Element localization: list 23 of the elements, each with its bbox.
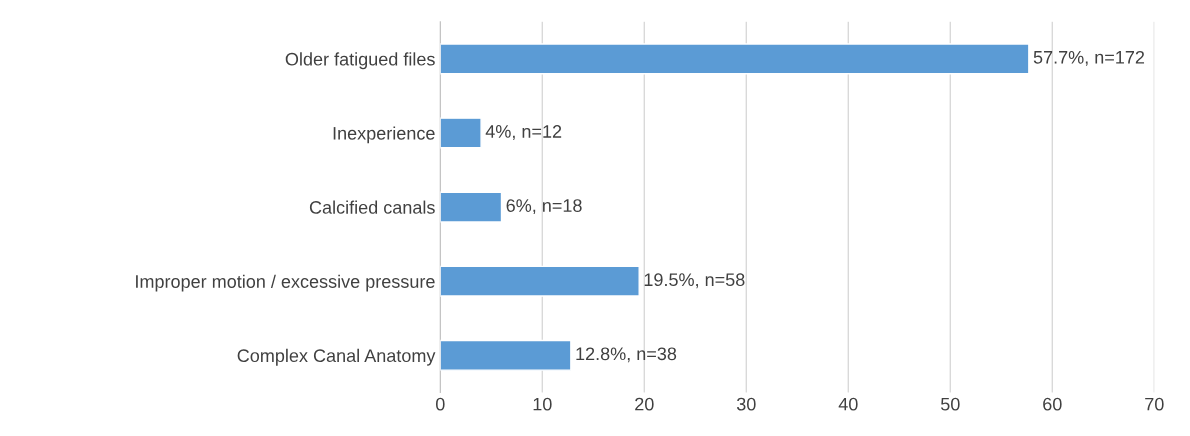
x-tick-label: 40 <box>838 397 858 411</box>
data-label: 4%, n=12 <box>485 125 562 140</box>
data-label: 57.7%, n=172 <box>1033 50 1145 66</box>
bar <box>440 117 482 149</box>
bar <box>440 265 640 297</box>
data-label: 6%, n=18 <box>506 199 582 215</box>
x-tick-label: 30 <box>736 397 756 411</box>
y-tick-label: Improper motion / excessive pressure <box>136 274 435 292</box>
x-tick-label: 20 <box>635 397 654 411</box>
y-tick-label: Calcified canals <box>309 200 435 214</box>
x-tick-label: 10 <box>533 397 552 411</box>
y-tick-label: Older fatigued files <box>285 52 435 70</box>
y-tick-label: Complex Canal Anatomy <box>237 348 436 366</box>
x-tick-label: 60 <box>1043 397 1062 411</box>
bar <box>440 339 572 371</box>
y-tick-label: Inexperience <box>333 126 435 144</box>
bar <box>440 191 503 223</box>
x-tick-label: 70 <box>1145 397 1164 411</box>
data-label: 19.5%, n=58 <box>644 273 745 289</box>
x-tick-label: 0 <box>435 397 445 411</box>
x-tick-label: 50 <box>940 397 960 411</box>
data-label: 12.8%, n=38 <box>576 347 677 363</box>
bar <box>440 43 1030 75</box>
